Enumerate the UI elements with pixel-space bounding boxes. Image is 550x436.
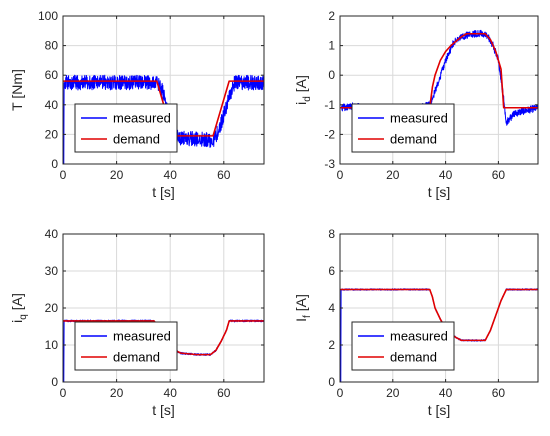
x-tick-label: 0 [60, 386, 67, 400]
y-axis-label-unit: [A] [293, 294, 309, 315]
chart-panel-id: 0 20 40 60 -3 -2 -1 0 1 2 t [s] id [A] measured deman… [293, 9, 539, 200]
x-tick-label: 0 [337, 168, 344, 182]
legend-box [74, 321, 178, 371]
y-tick-label: 6 [328, 264, 335, 278]
legend-box [74, 103, 178, 153]
x-tick-label: 60 [217, 168, 231, 182]
y-axis-label-unit: [A] [9, 293, 25, 314]
y-tick-label: -1 [324, 98, 335, 112]
y-axis-label-subscript: f [302, 315, 313, 318]
x-tick-label: 60 [492, 168, 506, 182]
x-tick-label: 40 [439, 168, 453, 182]
legend-label-measured: measured [390, 329, 448, 344]
legend-label-demand: demand [390, 350, 437, 365]
axes-frame [339, 15, 539, 165]
y-axis-label: id [A] [293, 75, 313, 105]
legend-label-demand: demand [390, 132, 437, 147]
legend-label-measured: measured [113, 329, 171, 344]
x-tick-label: 60 [217, 386, 231, 400]
x-axis-label: t [s] [152, 184, 175, 200]
y-tick-label: 30 [45, 264, 59, 278]
x-tick-label: 0 [60, 168, 67, 182]
y-tick-label: 80 [45, 39, 59, 53]
y-tick-label: 20 [45, 127, 59, 141]
y-tick-label: 20 [45, 301, 59, 315]
x-axis-label: t [s] [428, 184, 451, 200]
x-axis-label: t [s] [152, 402, 175, 418]
y-tick-label: 0 [328, 68, 335, 82]
x-tick-label: 20 [386, 386, 400, 400]
legend: measured demand [74, 103, 178, 153]
y-tick-label: 0 [51, 157, 58, 171]
chart-panel-torque: 0 20 40 60 0 20 40 60 80 100 t [s] T [Nm] measured de… [9, 9, 265, 200]
y-axis-label: T [Nm] [9, 69, 25, 111]
y-axis-label-subscript: d [302, 96, 313, 102]
y-tick-label: 100 [38, 9, 58, 23]
y-tick-label: 1 [328, 39, 335, 53]
y-tick-label: 10 [45, 338, 59, 352]
legend-label-measured: measured [390, 111, 448, 126]
x-tick-label: 20 [110, 168, 124, 182]
axes-frame [62, 15, 265, 165]
y-axis-label: If [A] [293, 294, 313, 322]
y-tick-label: 4 [328, 301, 335, 315]
y-axis-label-base: i [293, 102, 309, 105]
y-tick-label: 40 [45, 227, 59, 241]
legend-label-demand: demand [113, 350, 160, 365]
x-tick-label: 60 [492, 386, 506, 400]
y-axis-label-base: I [293, 318, 309, 322]
x-tick-label: 40 [439, 386, 453, 400]
chart-panel-if: 0 20 40 60 0 2 4 6 8 t [s] If [A] measured demand [293, 227, 539, 418]
y-axis-label-subscript: q [18, 314, 29, 320]
x-tick-label: 20 [386, 168, 400, 182]
series-line-demand [340, 288, 538, 342]
y-tick-label: -2 [324, 127, 335, 141]
legend: measured demand [351, 321, 455, 371]
y-tick-label: -3 [324, 157, 335, 171]
chart-panel-iq: 0 20 40 60 0 10 20 30 40 t [s] iq [A] measured deman… [9, 227, 265, 418]
y-tick-label: 40 [45, 98, 59, 112]
y-tick-label: 0 [328, 375, 335, 389]
y-tick-label: 8 [328, 227, 335, 241]
y-tick-label: 60 [45, 68, 59, 82]
y-tick-label: 0 [51, 375, 58, 389]
series-line-demand [340, 32, 538, 109]
legend: measured demand [74, 321, 178, 371]
x-tick-label: 40 [164, 386, 178, 400]
x-axis-label: t [s] [428, 402, 451, 418]
series-line-demand [63, 80, 264, 137]
legend-box [351, 103, 455, 153]
y-axis-label-base: T [Nm] [9, 69, 25, 111]
x-tick-label: 40 [164, 168, 178, 182]
x-tick-label: 20 [110, 386, 124, 400]
y-tick-label: 2 [328, 338, 335, 352]
legend-label-measured: measured [113, 111, 171, 126]
legend-label-demand: demand [113, 132, 160, 147]
y-axis-label-unit: [A] [293, 75, 309, 96]
y-axis-label: iq [A] [9, 293, 29, 323]
y-tick-label: 2 [328, 9, 335, 23]
legend-box [351, 321, 455, 371]
x-tick-label: 0 [337, 386, 344, 400]
legend: measured demand [351, 103, 455, 153]
y-axis-label-base: i [9, 320, 25, 323]
